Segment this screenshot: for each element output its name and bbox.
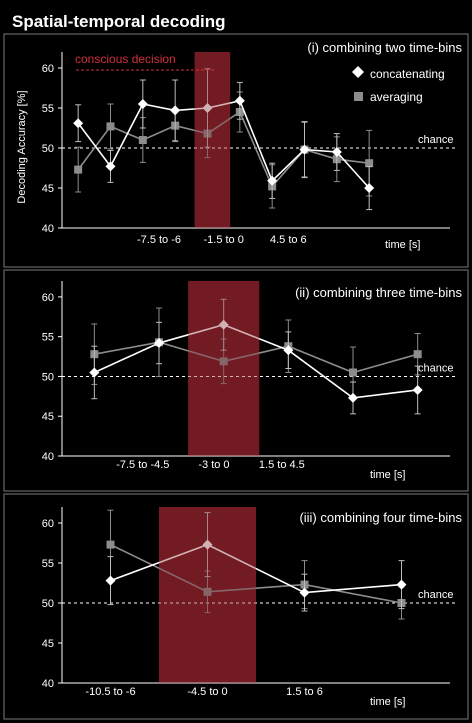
data-point-square	[106, 122, 115, 131]
series-concatenating	[89, 298, 423, 415]
y-tick-label: 40	[42, 223, 54, 235]
data-point-diamond	[234, 95, 245, 106]
data-point-diamond	[331, 147, 342, 157]
legend-diamond-icon	[352, 66, 364, 78]
panel-three-time-bins: 40 45 50 55 60 -7.5 to -4.5 -3 to 0 1.5 to 4.5 t…	[42, 281, 456, 481]
x-tick-label: -10.5 to -6	[85, 686, 135, 698]
x-axis-label: time [s]	[370, 469, 405, 481]
chance-label: chance	[418, 362, 453, 374]
x-axis-label: time [s]	[370, 696, 405, 708]
highlight-overlay	[159, 507, 256, 683]
series-line	[110, 543, 402, 604]
y-tick-label: 40	[42, 451, 54, 463]
data-point-diamond	[202, 103, 213, 113]
series-averaging	[74, 91, 374, 209]
panel-1-frame	[3, 33, 469, 268]
series-line	[94, 323, 418, 399]
data-point-diamond	[267, 175, 278, 186]
y-tick-label: 50	[42, 598, 54, 610]
x-tick-label: -4.5 to 0	[187, 686, 227, 698]
data-point-square	[106, 540, 115, 549]
x-tick-label: -1.5 to 0	[203, 234, 243, 246]
x-tick-label: -7.5 to -4.5	[116, 459, 169, 471]
data-point-diamond	[348, 392, 358, 403]
highlight-band	[194, 52, 231, 228]
data-point-square	[138, 136, 147, 144]
x-tick-label: 1.5 to 6	[286, 686, 323, 698]
data-point-diamond	[137, 99, 148, 109]
data-point-square	[413, 350, 422, 359]
panel-2-frame	[3, 269, 469, 492]
y-tick-label: 50	[42, 371, 54, 383]
x-axis-label: time [s]	[385, 239, 420, 251]
panel-2-title: (ii) combining three time-bins	[295, 285, 462, 300]
data-point-diamond	[105, 575, 116, 586]
panel-1-title: (i) combining two time-bins	[307, 40, 462, 55]
y-tick-label: 60	[42, 292, 54, 304]
x-tick-label: -7.5 to -6	[137, 234, 181, 246]
conscious-decision-annotation: conscious decision	[75, 52, 176, 66]
y-axis-label: Decoding Accuracy [%]	[16, 90, 28, 203]
y-tick-label: 55	[42, 103, 54, 115]
y-tick-label: 60	[42, 518, 54, 530]
x-tick-label: 1.5 to 4.5	[259, 459, 305, 471]
chance-label: chance	[418, 134, 453, 146]
data-point-square	[203, 587, 212, 596]
y-tick-label: 45	[42, 183, 54, 195]
y-tick-label: 60	[42, 63, 54, 75]
data-point-diamond	[299, 587, 310, 598]
figure-title: Spatial-temporal decoding	[12, 12, 225, 31]
data-point-diamond	[299, 144, 310, 155]
legend-averaging: averaging	[370, 90, 423, 104]
series-concatenating	[73, 68, 375, 211]
panel-3-title: (iii) combining four time-bins	[299, 510, 462, 525]
y-tick-label: 50	[42, 143, 54, 155]
highlight-overlay	[194, 52, 231, 228]
data-point-diamond	[154, 338, 164, 349]
panel-two-time-bins: 40 45 50 55 60 -7.5 to -6 -1.5 to 0 4.5 to 6 tim…	[42, 52, 456, 251]
x-tick-label: -3 to 0	[198, 459, 229, 471]
series-concatenating	[105, 512, 407, 612]
data-point-diamond	[218, 319, 229, 330]
data-point-diamond	[89, 367, 100, 378]
y-tick-label: 55	[42, 558, 54, 570]
series-line	[94, 341, 418, 374]
x-tick-label: 4.5 to 6	[270, 234, 307, 246]
panel-four-time-bins: 40 45 50 55 60 -10.5 to -6 -4.5 to 0 1.5 to 6 ti…	[42, 507, 456, 708]
data-point-diamond	[364, 183, 375, 193]
panel-3-frame	[3, 493, 469, 720]
chance-label: chance	[418, 589, 453, 601]
series-line	[77, 110, 370, 188]
data-point-square	[349, 368, 357, 377]
data-point-diamond	[396, 579, 407, 590]
data-point-diamond	[283, 345, 294, 356]
y-tick-label: 45	[42, 411, 54, 423]
data-point-diamond	[105, 161, 116, 172]
y-tick-label: 40	[42, 678, 54, 690]
data-point-square	[74, 165, 83, 174]
legend-concatenating: concatenating	[370, 67, 445, 81]
data-point-diamond	[73, 118, 84, 129]
data-point-square	[365, 159, 374, 168]
y-tick-label: 45	[42, 638, 54, 650]
data-point-square	[219, 357, 228, 366]
data-point-diamond	[202, 539, 213, 550]
series-line	[110, 543, 402, 594]
legend-square-icon	[354, 92, 363, 101]
y-tick-label: 55	[42, 332, 54, 344]
data-point-diamond	[170, 105, 181, 116]
series-line	[77, 99, 370, 189]
highlight-overlay	[188, 281, 260, 456]
data-point-diamond	[412, 384, 423, 395]
